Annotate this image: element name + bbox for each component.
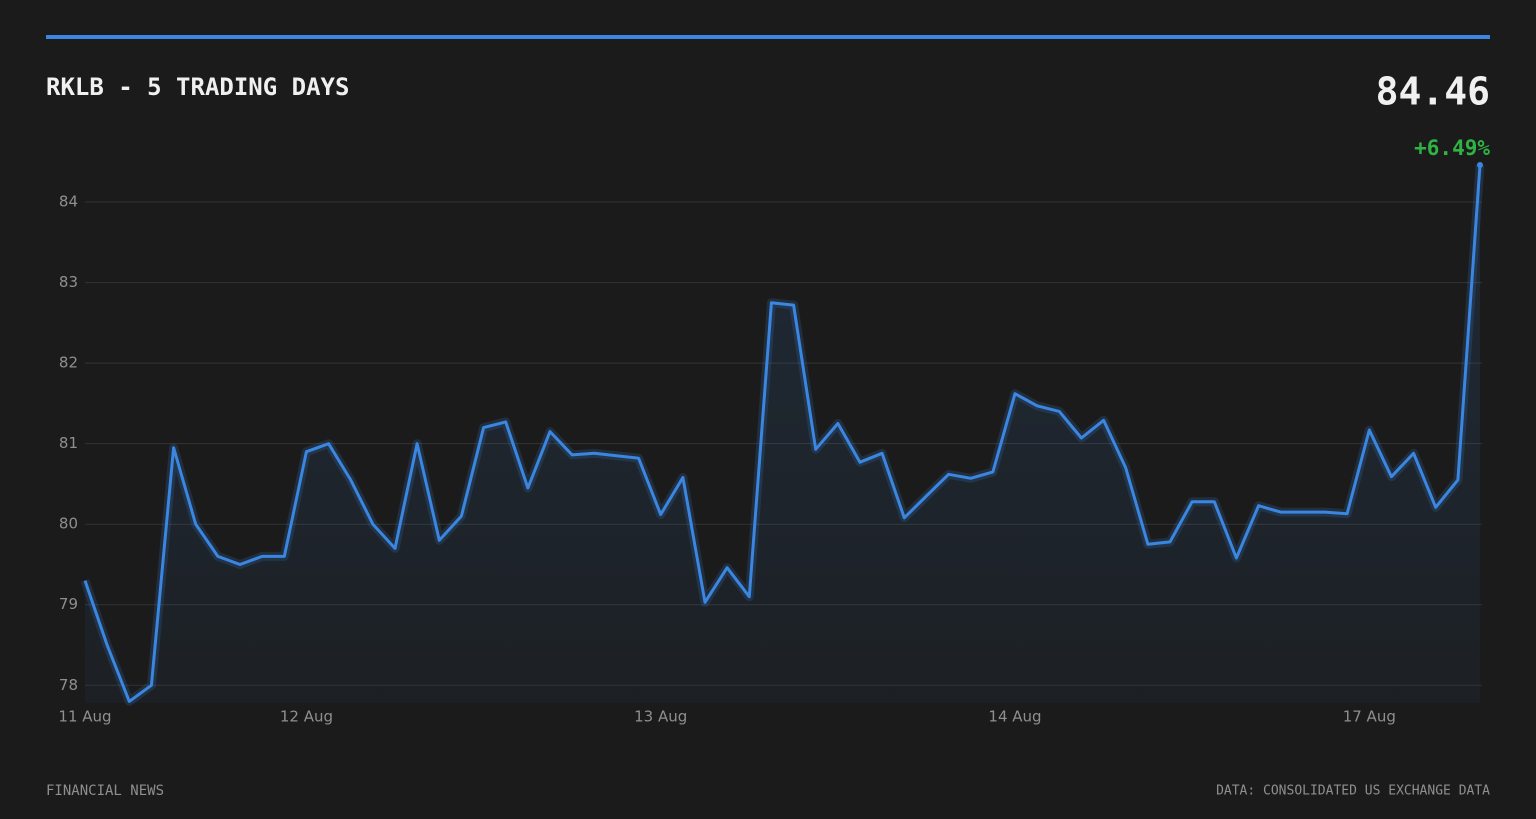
y-tick-label: 82 [59, 354, 78, 372]
x-tick-label: 12 Aug [280, 708, 333, 726]
x-tick-label: 11 Aug [58, 708, 111, 726]
y-tick-label: 80 [59, 515, 78, 533]
y-tick-label: 79 [59, 595, 78, 613]
y-tick-label: 84 [59, 193, 78, 211]
price-change: +6.49% [1414, 136, 1490, 160]
x-tick-label: 14 Aug [988, 708, 1041, 726]
x-tick-label: 13 Aug [634, 708, 687, 726]
footer-source: FINANCIAL NEWS [46, 783, 164, 799]
footer-data: DATA: CONSOLIDATED US EXCHANGE DATA [1216, 784, 1490, 799]
last-price: 84.46 [1376, 70, 1490, 114]
y-tick-label: 78 [59, 676, 78, 694]
chart-title: RKLB - 5 TRADING DAYS [46, 73, 349, 101]
y-tick-label: 81 [59, 434, 78, 452]
x-tick-label: 17 Aug [1343, 708, 1396, 726]
y-tick-label: 83 [59, 273, 78, 291]
last-point [1477, 162, 1483, 168]
area-fill [85, 165, 1480, 703]
accent-bar [46, 35, 1490, 39]
line [83, 164, 1482, 703]
